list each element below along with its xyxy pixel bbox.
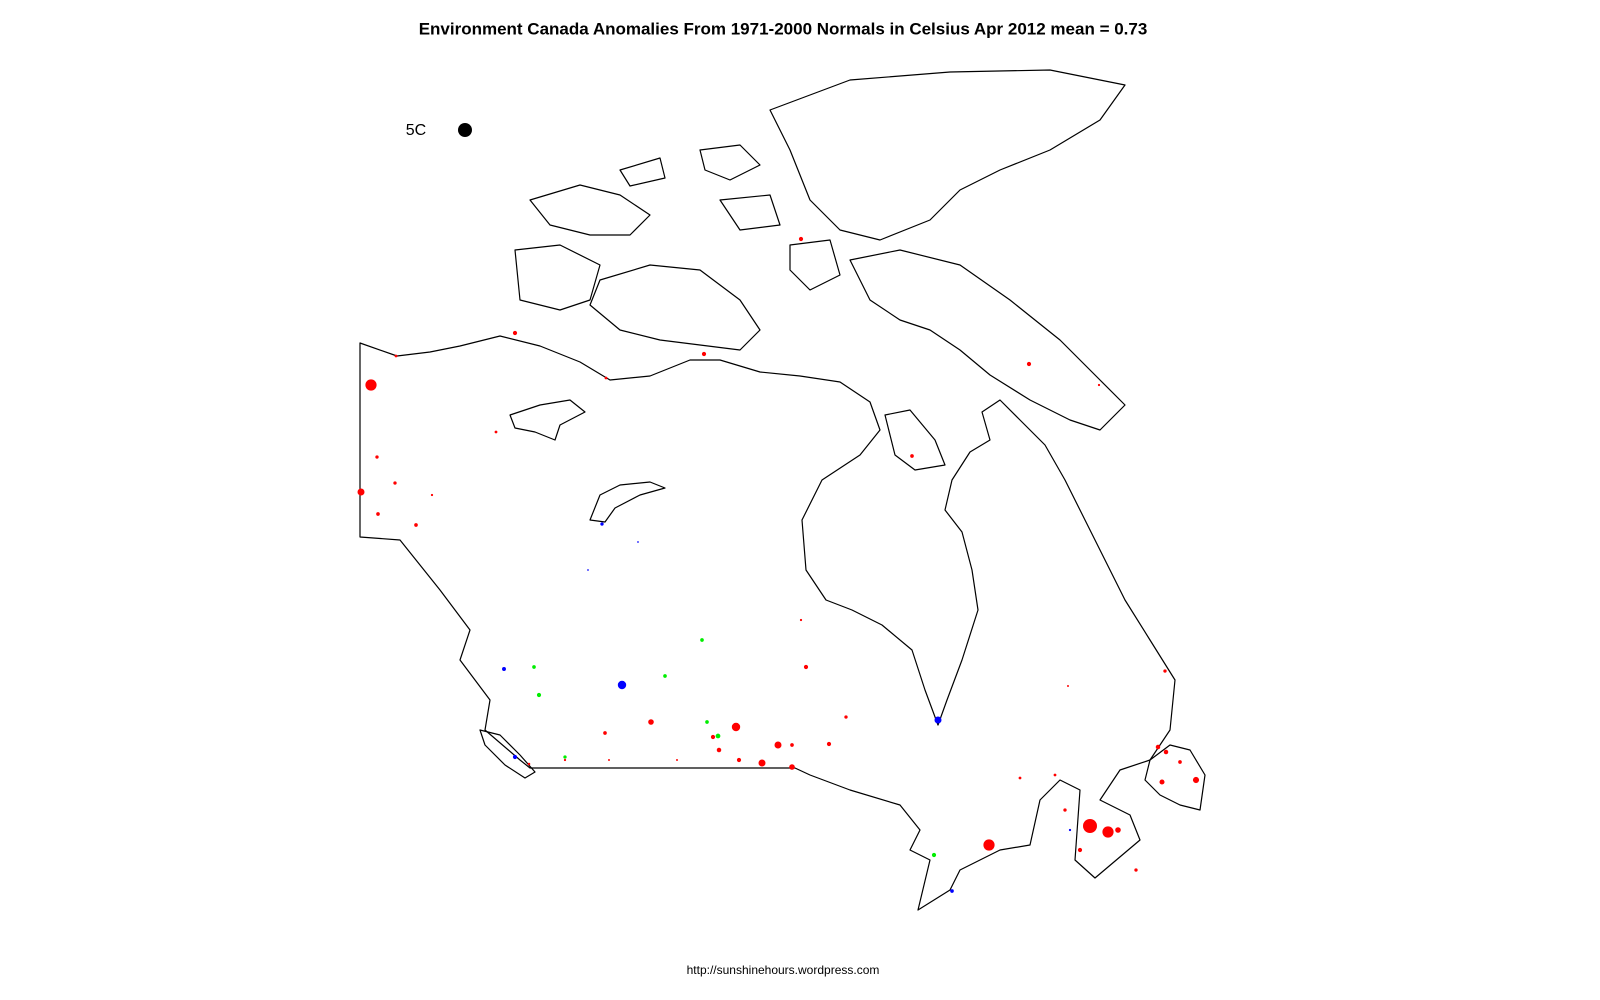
station-dot bbox=[1097, 383, 1101, 387]
station-dot bbox=[663, 674, 667, 678]
station-dot bbox=[799, 618, 803, 622]
station-dot bbox=[1053, 773, 1057, 777]
station-dot bbox=[648, 719, 654, 725]
station-dot bbox=[676, 759, 678, 761]
station-dot bbox=[826, 741, 832, 747]
station-dot bbox=[1077, 847, 1083, 853]
station-dot bbox=[1067, 685, 1069, 687]
station-dot bbox=[1159, 779, 1165, 785]
station-dot bbox=[637, 541, 639, 543]
station-dot bbox=[983, 839, 995, 851]
station-dot bbox=[494, 430, 498, 434]
station-dot bbox=[715, 733, 721, 739]
station-dot bbox=[393, 481, 397, 485]
station-dot bbox=[512, 330, 518, 336]
outline bbox=[359, 69, 1206, 911]
station-dot bbox=[1178, 760, 1182, 764]
station-dot bbox=[365, 379, 377, 391]
station-dot bbox=[527, 762, 531, 766]
station-dot bbox=[774, 741, 782, 749]
station-dot bbox=[376, 512, 380, 516]
station-dot bbox=[617, 680, 627, 690]
station-dot bbox=[563, 755, 567, 759]
station-dot bbox=[512, 754, 518, 760]
station-dot bbox=[1063, 808, 1067, 812]
victoria-island bbox=[589, 264, 761, 351]
station-dot bbox=[710, 734, 716, 740]
station-dot bbox=[705, 720, 709, 724]
stations bbox=[357, 236, 1200, 893]
vancouver-island bbox=[479, 729, 536, 779]
station-dot bbox=[604, 376, 608, 380]
great-slave-lake bbox=[589, 481, 666, 523]
station-dot bbox=[700, 638, 704, 642]
station-dot bbox=[789, 764, 795, 770]
station-dot bbox=[1155, 744, 1161, 750]
station-dot bbox=[731, 722, 741, 732]
station-dot bbox=[1192, 776, 1200, 784]
banks-island bbox=[514, 244, 601, 311]
station-dot bbox=[1115, 827, 1121, 833]
map-title: Environment Canada Anomalies From 1971-2… bbox=[419, 19, 1148, 38]
baffin-island bbox=[849, 249, 1126, 431]
newfoundland bbox=[1144, 744, 1206, 811]
station-dot bbox=[536, 692, 542, 698]
station-dot bbox=[1083, 819, 1097, 833]
station-dot bbox=[736, 757, 742, 763]
southampton-island bbox=[884, 409, 946, 471]
station-dot bbox=[375, 455, 379, 459]
station-dot bbox=[931, 852, 937, 858]
station-dot bbox=[1102, 826, 1114, 838]
station-dot bbox=[430, 493, 434, 497]
station-dot bbox=[844, 715, 848, 719]
station-dot bbox=[1026, 361, 1032, 367]
station-dot bbox=[603, 731, 607, 735]
station-dot bbox=[950, 889, 954, 893]
station-dot bbox=[716, 747, 722, 753]
station-dot bbox=[910, 454, 914, 458]
station-dot bbox=[563, 758, 567, 762]
station-dot bbox=[608, 759, 610, 761]
legend-dot bbox=[458, 123, 472, 137]
station-dot bbox=[803, 664, 809, 670]
station-dot bbox=[394, 354, 398, 358]
station-dot bbox=[600, 522, 604, 526]
station-dot bbox=[502, 667, 506, 671]
great-bear-lake bbox=[509, 399, 586, 441]
station-dot bbox=[1018, 776, 1022, 780]
mainland bbox=[359, 335, 1176, 911]
station-dot bbox=[587, 569, 589, 571]
station-dot bbox=[1163, 749, 1169, 755]
arctic-islands bbox=[529, 144, 841, 291]
station-dot bbox=[790, 743, 794, 747]
station-dot bbox=[414, 523, 418, 527]
station-dot bbox=[701, 351, 707, 357]
ellesmere-island bbox=[769, 69, 1126, 241]
station-dot bbox=[1134, 868, 1138, 872]
station-dot bbox=[1068, 828, 1072, 832]
legend-label: 5C bbox=[406, 122, 426, 139]
station-dot bbox=[758, 759, 766, 767]
station-dot bbox=[532, 665, 536, 669]
station-dot bbox=[357, 488, 365, 496]
station-dot bbox=[1163, 669, 1167, 673]
station-dot bbox=[798, 236, 804, 242]
footer: http://sunshinehours.wordpress.com bbox=[687, 963, 880, 977]
station-dot bbox=[934, 716, 942, 724]
